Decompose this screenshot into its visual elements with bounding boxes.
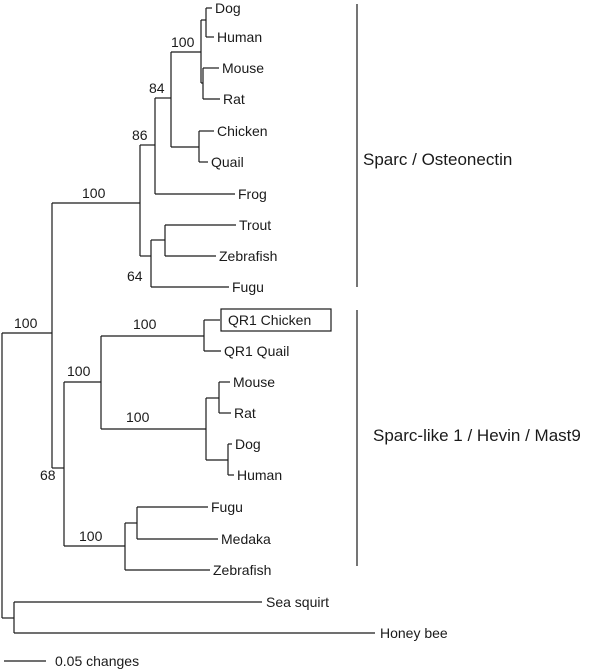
bootstrap-value: 100	[14, 315, 38, 331]
leaf-label: Zebrafish	[219, 248, 277, 264]
leaf-label: Quail	[211, 154, 244, 170]
clade-label-sparc-like: Sparc-like 1 / Hevin / Mast9	[373, 426, 581, 445]
leaf-label: Dog	[235, 436, 261, 452]
leaf-label: Chicken	[217, 123, 268, 139]
tree-branches	[1, 7, 375, 634]
bootstrap-value: 68	[40, 467, 56, 483]
bootstrap-value: 64	[127, 268, 143, 284]
leaf-label: Fugu	[232, 279, 264, 295]
leaf-label: Rat	[223, 91, 245, 107]
leaf-label: Sea squirt	[266, 594, 329, 610]
leaf-label: Dog	[215, 0, 241, 16]
leaf-label: Zebrafish	[213, 562, 271, 578]
bootstrap-value: 100	[171, 34, 195, 50]
bootstrap-values: 100 84 86 100 64 100 100 100 100 68 100	[14, 34, 195, 544]
leaf-label: Honey bee	[380, 625, 448, 641]
bootstrap-value: 100	[79, 528, 103, 544]
leaf-label: Human	[217, 29, 262, 45]
bootstrap-value: 100	[126, 409, 150, 425]
leaf-label: QR1 Quail	[224, 343, 289, 359]
bootstrap-value: 100	[82, 185, 106, 201]
clade-label-sparc: Sparc / Osteonectin	[363, 150, 512, 169]
scale-bar-label: 0.05 changes	[55, 653, 139, 669]
leaf-label: Mouse	[233, 374, 275, 390]
leaf-label: Trout	[239, 217, 271, 233]
leaf-label: Fugu	[211, 499, 243, 515]
bootstrap-value: 84	[149, 80, 165, 96]
clade-annotations: Sparc / Osteonectin Sparc-like 1 / Hevin…	[356, 4, 581, 566]
leaf-label: Frog	[238, 186, 267, 202]
bootstrap-value: 86	[132, 127, 148, 143]
leaf-label: Medaka	[221, 531, 271, 547]
leaf-labels: Dog Human Mouse Rat Chicken Quail Frog T…	[211, 0, 448, 641]
bootstrap-value: 100	[67, 363, 91, 379]
scale-bar: 0.05 changes	[4, 653, 139, 669]
highlight-box	[220, 308, 332, 332]
bootstrap-value: 100	[133, 316, 157, 332]
leaf-label: Rat	[234, 405, 256, 421]
leaf-label: Human	[237, 467, 282, 483]
leaf-label-highlighted: QR1 Chicken	[228, 312, 311, 328]
leaf-label: Mouse	[222, 60, 264, 76]
